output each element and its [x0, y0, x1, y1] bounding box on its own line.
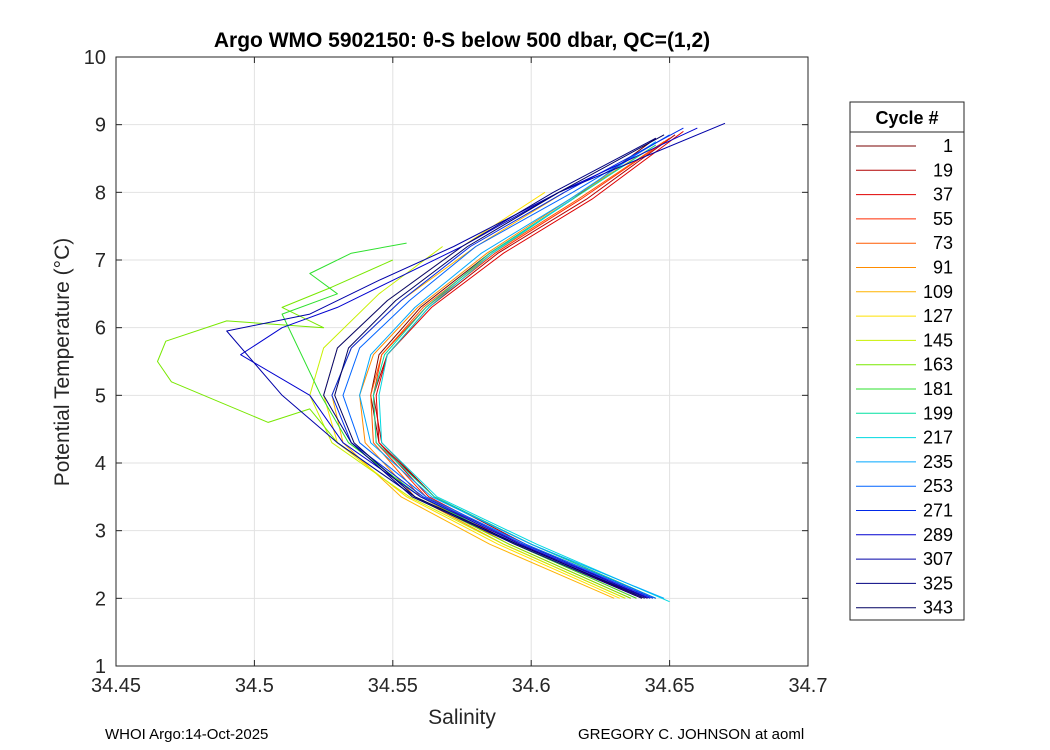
legend-label-cycle-19: 19 [933, 160, 953, 180]
y-tick-label: 10 [84, 47, 106, 69]
legend-label-cycle-1: 1 [943, 136, 953, 156]
y-tick-label: 3 [95, 521, 106, 543]
x-tick-label: 34.55 [368, 675, 418, 697]
series-layer [157, 122, 726, 603]
legend-label-cycle-289: 289 [923, 525, 953, 545]
legend-label-cycle-271: 271 [923, 501, 953, 521]
chart-title: Argo WMO 5902150: θ-S below 500 dbar, QC… [214, 29, 710, 52]
x-tick-label: 34.5 [235, 675, 274, 697]
series-line-cycle-199 [372, 144, 657, 599]
series-line-cycle-163 [157, 259, 632, 599]
y-tick-label: 4 [95, 453, 106, 475]
legend-label-cycle-307: 307 [923, 549, 953, 569]
series-line-cycle-217 [378, 198, 670, 603]
legend-entries: 1 19 37 55 73 91 109 127 145 163 181 199 217 235 253 27… [856, 136, 953, 618]
x-axis-label: Salinity [428, 706, 496, 729]
series-line-cycle-235 [359, 141, 665, 599]
y-tick-label: 7 [95, 250, 106, 272]
legend-label-cycle-217: 217 [923, 428, 953, 448]
legend-title: Cycle # [875, 108, 938, 128]
footer-right: GREGORY C. JOHNSON at aoml [578, 726, 805, 743]
series-line-cycle-37 [375, 130, 684, 599]
legend-box [849, 101, 965, 621]
y-tick-label: 9 [95, 115, 106, 137]
legend-label-cycle-235: 235 [923, 452, 953, 472]
footer-left: WHOI Argo:14-Oct-2025 [105, 726, 269, 743]
series-line-cycle-19 [372, 134, 676, 599]
series-line-cycle-1 [370, 137, 657, 599]
y-tick-label: 6 [95, 318, 106, 340]
series-line-cycle-325 [323, 137, 657, 599]
series-line-cycle-289 [240, 127, 698, 599]
legend-label-cycle-109: 109 [923, 282, 953, 302]
x-tick-label: 34.65 [645, 675, 695, 697]
legend-label-cycle-127: 127 [923, 306, 953, 326]
legend-label-cycle-343: 343 [923, 598, 953, 618]
x-tick-label: 34.45 [91, 675, 141, 697]
legend: Cycle # 1 19 37 55 73 91 109 127 145 163 181 199 217… [849, 101, 965, 621]
x-ticks: 34.45 34.5 34.55 34.6 34.65 34.7 [91, 57, 828, 697]
y-axis-label: Potential Temperature (°C) [51, 238, 74, 486]
legend-label-cycle-37: 37 [933, 185, 953, 205]
y-tick-label: 8 [95, 182, 106, 204]
legend-label-cycle-55: 55 [933, 209, 953, 229]
x-tick-label: 34.6 [512, 675, 551, 697]
series-line-cycle-343 [334, 134, 665, 599]
series-line-cycle-73 [370, 141, 665, 599]
series-line-cycle-181 [281, 242, 637, 599]
legend-label-cycle-199: 199 [923, 403, 953, 423]
series-line-cycle-145 [309, 246, 626, 599]
y-ticks: 1 2 3 4 5 6 7 8 9 10 [84, 47, 808, 678]
series-line-cycle-91 [359, 144, 657, 599]
series-line-cycle-253 [342, 134, 670, 599]
legend-label-cycle-91: 91 [933, 258, 953, 278]
legend-label-cycle-73: 73 [933, 233, 953, 253]
grid [115, 56, 809, 667]
legend-label-cycle-253: 253 [923, 476, 953, 496]
y-tick-label: 2 [95, 588, 106, 610]
legend-label-cycle-181: 181 [923, 379, 953, 399]
x-tick-label: 34.7 [789, 675, 828, 697]
y-tick-label: 1 [95, 656, 106, 678]
legend-label-cycle-145: 145 [923, 330, 953, 350]
y-tick-label: 5 [95, 385, 106, 407]
plot-frame [115, 56, 809, 667]
legend-label-cycle-163: 163 [923, 355, 953, 375]
legend-label-cycle-325: 325 [923, 573, 953, 593]
